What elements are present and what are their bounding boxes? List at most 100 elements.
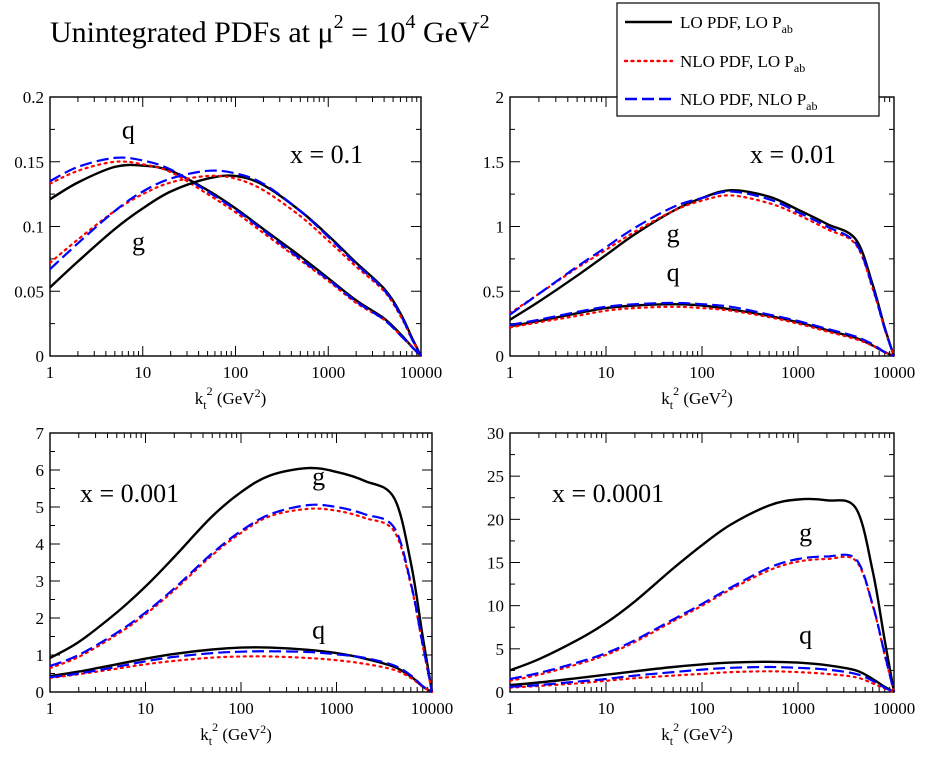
series-line bbox=[49, 163, 422, 357]
y-tick-label: 1 bbox=[36, 646, 45, 665]
series-line bbox=[508, 305, 896, 358]
y-tick-label: 0.1 bbox=[23, 218, 44, 237]
y-tick-label: 7 bbox=[36, 424, 45, 443]
panel-label: x = 0.1 bbox=[290, 140, 363, 169]
panel-x-0-0001: 1 10 100 1000 10000 0 5 10 15 20 25 30 kt2 (GeV2) g q x… bbox=[487, 424, 915, 748]
series-line bbox=[508, 555, 896, 694]
x-tick-label: 1 bbox=[506, 363, 515, 382]
x-axis-label: kt2 (GeV2) bbox=[195, 384, 267, 412]
legend: LO PDF, LO Pab NLO PDF, LO Pab NLO PDF, … bbox=[616, 2, 880, 117]
y-tick-label: 0 bbox=[496, 347, 505, 366]
series-line bbox=[509, 553, 896, 693]
y-tick-label: 5 bbox=[496, 640, 505, 659]
series-line bbox=[509, 188, 896, 357]
series-line bbox=[509, 301, 895, 358]
x-ticks bbox=[509, 433, 891, 692]
figure-title: Unintegrated PDFs at μ2 = 104 GeV2 bbox=[50, 11, 490, 49]
x-tick-label: 10000 bbox=[400, 363, 443, 382]
x-tick-label: 1 bbox=[46, 363, 55, 382]
series-line bbox=[48, 655, 434, 694]
x-tick-label: 1000 bbox=[311, 363, 345, 382]
series-line bbox=[49, 174, 423, 357]
x-ticks bbox=[49, 97, 418, 356]
series-line bbox=[49, 503, 434, 693]
y-tick-label: 20 bbox=[487, 510, 504, 529]
x-tick-label: 10000 bbox=[873, 363, 916, 382]
x-tick-label: 10 bbox=[598, 363, 615, 382]
y-tick-label: 0 bbox=[36, 683, 45, 702]
legend-entry-nlo-nlo: NLO PDF, NLO Pab bbox=[680, 90, 817, 113]
plot-frame bbox=[49, 96, 422, 357]
x-tick-label: 1000 bbox=[320, 699, 354, 718]
x-tick-label: 1000 bbox=[781, 699, 815, 718]
x-tick-label: 10 bbox=[598, 699, 615, 718]
y-ticks bbox=[50, 96, 421, 357]
x-tick-label: 1 bbox=[506, 699, 515, 718]
y-tick-label: 0 bbox=[496, 683, 505, 702]
series-line bbox=[48, 174, 423, 358]
curve-label: q bbox=[667, 258, 680, 287]
series-line bbox=[49, 169, 422, 357]
curve-label: q bbox=[122, 115, 135, 144]
curve-label: g bbox=[667, 219, 680, 248]
y-tick-label: 10 bbox=[487, 597, 504, 616]
y-tick-label: 15 bbox=[487, 554, 504, 573]
panel-label: x = 0.01 bbox=[750, 140, 836, 169]
x-tick-label: 10000 bbox=[411, 699, 454, 718]
legend-entry-nlo-lo: NLO PDF, LO Pab bbox=[680, 52, 805, 75]
x-axis-label: kt2 (GeV2) bbox=[200, 720, 272, 748]
x-tick-label: 100 bbox=[228, 699, 254, 718]
curve-label: q bbox=[799, 621, 812, 650]
plot-frame bbox=[49, 432, 433, 693]
series-line bbox=[509, 497, 896, 693]
y-tick-label: 6 bbox=[36, 461, 45, 480]
series-line bbox=[49, 156, 422, 357]
series-line bbox=[509, 660, 895, 694]
y-tick-label: 4 bbox=[36, 535, 45, 554]
y-tick-label: 25 bbox=[487, 467, 504, 486]
y-tick-label: 5 bbox=[36, 498, 45, 517]
y-tick-label: 2 bbox=[496, 88, 505, 107]
x-tick-label: 10 bbox=[137, 699, 154, 718]
x-tick-label: 100 bbox=[689, 363, 715, 382]
curve-label: g bbox=[132, 227, 145, 256]
panel-label: x = 0.001 bbox=[80, 479, 179, 508]
series-line bbox=[49, 650, 433, 693]
x-tick-label: 100 bbox=[223, 363, 249, 382]
x-tick-label: 100 bbox=[689, 699, 715, 718]
curve-label: g bbox=[312, 462, 325, 491]
y-tick-label: 30 bbox=[487, 424, 504, 443]
panel-x-0-1: 1 10 100 1000 10000 0 0.05 0.1 0.15 0.2 kt2 (GeV2)… bbox=[14, 88, 442, 412]
y-ticks bbox=[50, 432, 432, 693]
x-tick-label: 10 bbox=[134, 363, 151, 382]
x-tick-label: 10000 bbox=[873, 699, 916, 718]
y-tick-label: 1 bbox=[496, 218, 505, 237]
x-axis-label: kt2 (GeV2) bbox=[661, 384, 733, 412]
series-line bbox=[508, 670, 896, 694]
series-line bbox=[509, 190, 896, 357]
panel-x-0-01: 1 10 100 1000 10000 0 0.5 1 1.5 2 kt2 (GeV2) gq x = … bbox=[483, 88, 916, 412]
panel-label: x = 0.0001 bbox=[552, 479, 664, 508]
x-tick-label: 1 bbox=[46, 699, 55, 718]
y-tick-label: 0.05 bbox=[14, 282, 44, 301]
x-ticks bbox=[49, 433, 429, 692]
y-tick-label: 0.5 bbox=[483, 282, 504, 301]
x-tick-label: 1000 bbox=[781, 363, 815, 382]
series-line bbox=[49, 466, 434, 693]
y-tick-label: 2 bbox=[36, 609, 45, 628]
plot-frame bbox=[509, 432, 895, 693]
y-ticks bbox=[510, 432, 894, 693]
y-tick-label: 0.2 bbox=[23, 88, 44, 107]
legend-entry-lo: LO PDF, LO Pab bbox=[680, 13, 793, 36]
curve-label: q bbox=[312, 615, 325, 644]
y-tick-label: 0.15 bbox=[14, 153, 44, 172]
x-axis-label: kt2 (GeV2) bbox=[661, 720, 733, 748]
y-tick-label: 1.5 bbox=[483, 153, 504, 172]
series-line bbox=[509, 665, 895, 694]
series-line bbox=[48, 160, 423, 358]
y-tick-label: 3 bbox=[36, 572, 45, 591]
y-tick-label: 0 bbox=[36, 347, 45, 366]
curve-label: g bbox=[799, 518, 812, 547]
